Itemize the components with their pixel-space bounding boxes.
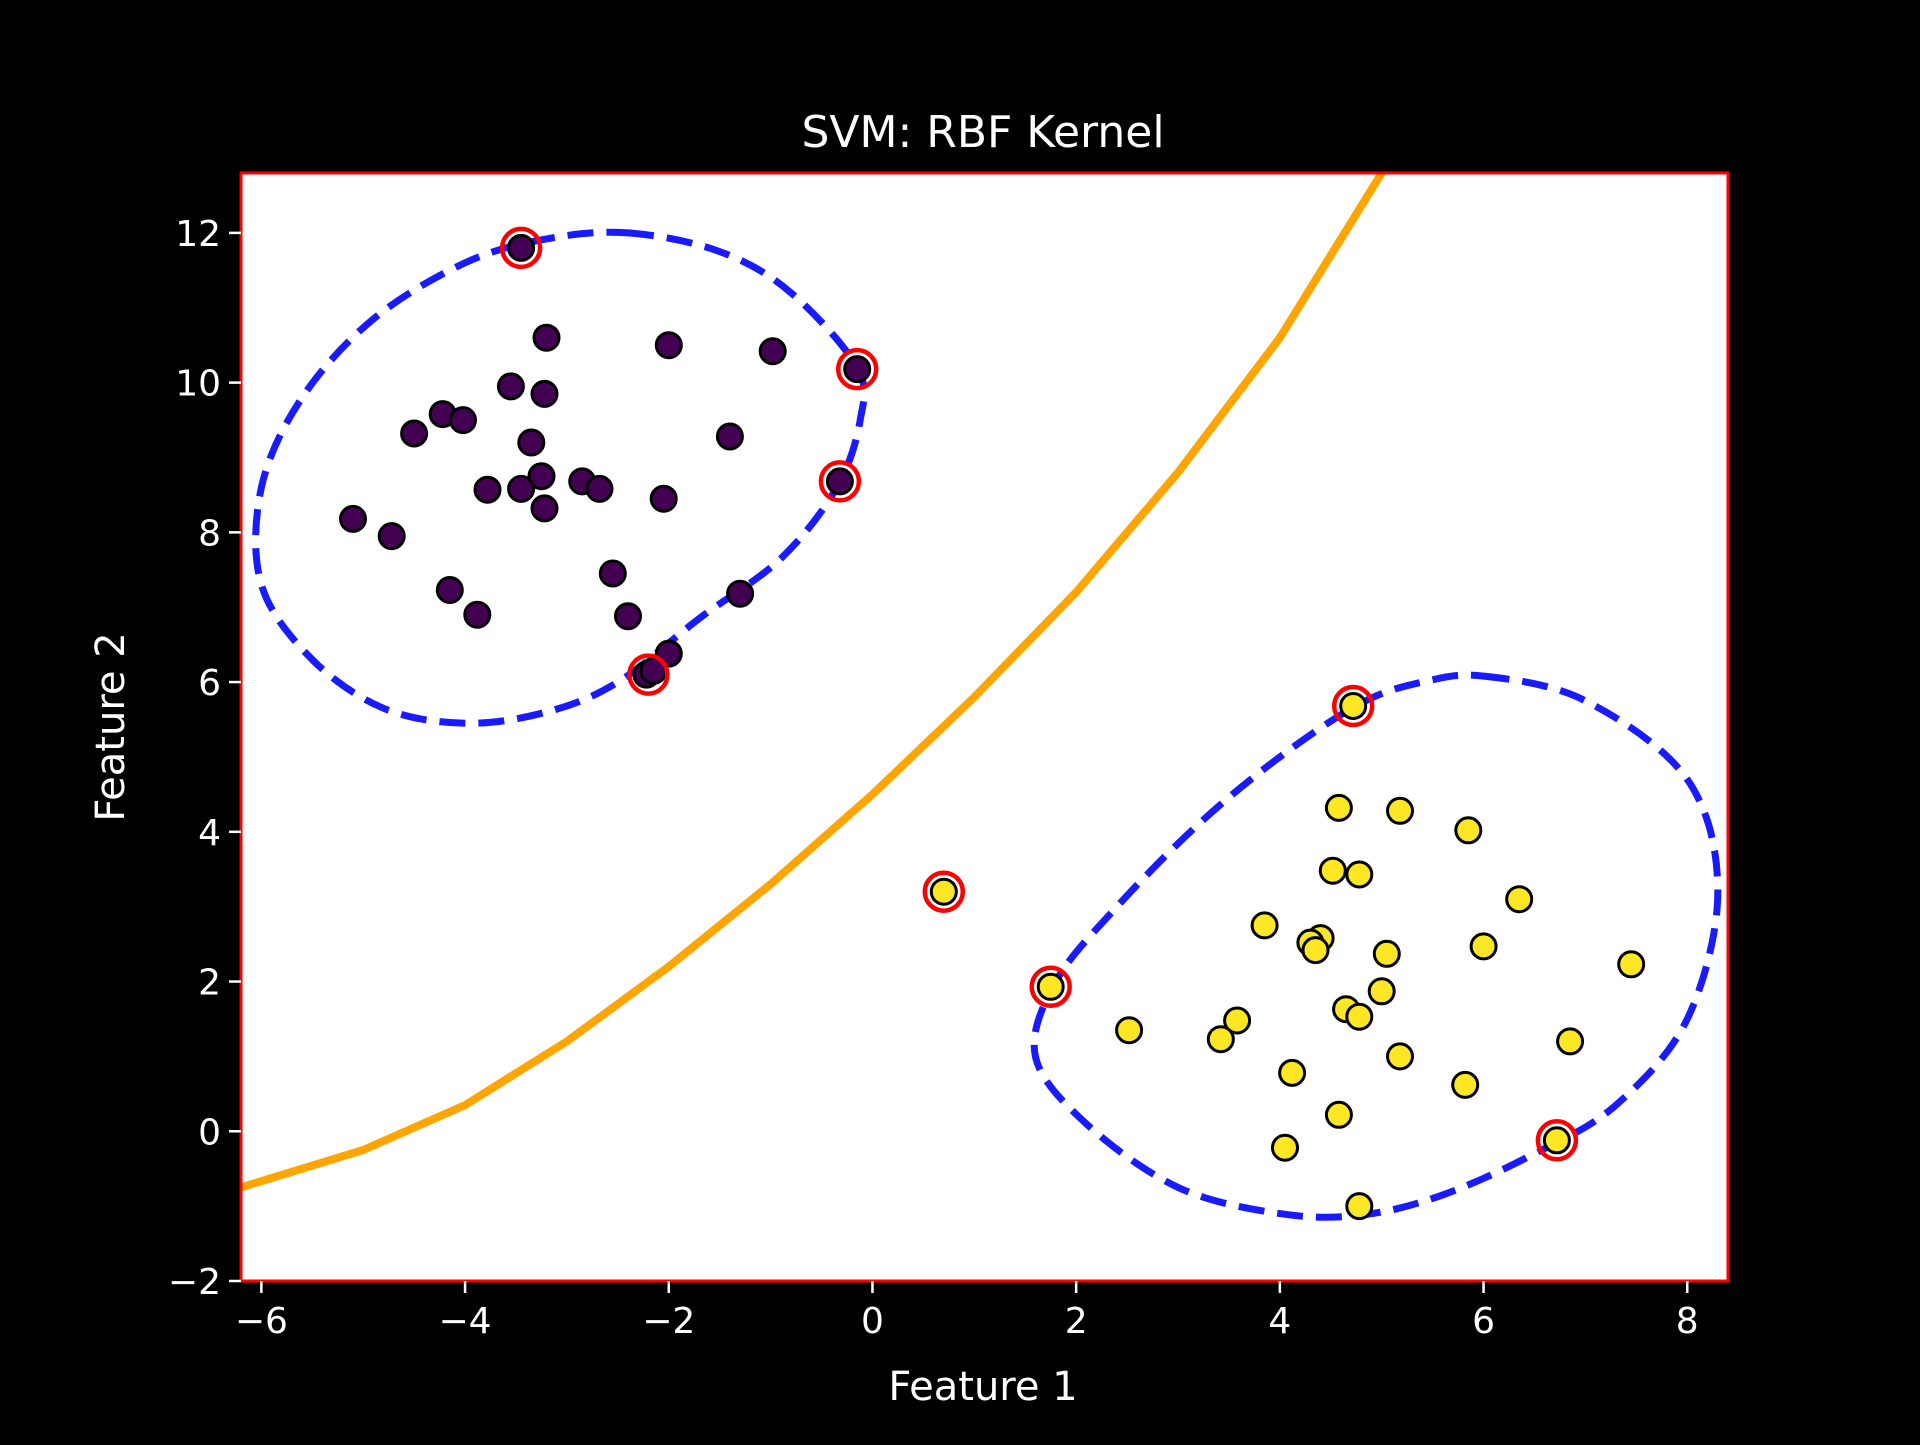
data-point-class-0 — [517, 428, 546, 457]
data-point-class-0 — [758, 337, 787, 366]
support-vector-ring — [818, 460, 862, 503]
margin-contour-1 — [1030, 671, 1722, 1221]
data-point-class-1 — [1036, 972, 1065, 1001]
data-point-class-1 — [1250, 911, 1279, 940]
support-vector-ring — [1029, 965, 1072, 1009]
data-point-class-0 — [598, 559, 627, 588]
x-tick-label: −4 — [439, 1301, 492, 1342]
data-point-class-1 — [1278, 1058, 1307, 1087]
x-tick-label: 6 — [1472, 1301, 1495, 1342]
data-point-class-1 — [1206, 1025, 1235, 1054]
support-vector-ring — [835, 347, 879, 391]
y-tick-label: 8 — [198, 513, 221, 554]
chart-title: SVM: RBF Kernel — [801, 107, 1164, 158]
data-point-class-0 — [449, 406, 477, 435]
data-point-class-0 — [339, 504, 367, 533]
data-point-class-0 — [715, 422, 744, 451]
data-point-class-0 — [435, 576, 464, 604]
data-point-class-0 — [463, 600, 492, 629]
data-point-class-1 — [929, 877, 958, 906]
data-point-class-0 — [649, 484, 678, 513]
data-point-class-1 — [1617, 950, 1646, 979]
data-point-class-1 — [1345, 1002, 1374, 1031]
data-point-class-1 — [1115, 1016, 1144, 1045]
y-axis: −2 0 2 4 6 8 10 12 — [168, 214, 241, 1303]
data-point-class-0 — [507, 474, 536, 503]
data-point-class-1 — [1454, 816, 1483, 845]
data-point-class-0 — [654, 331, 683, 360]
plot-border — [239, 171, 1730, 1283]
data-point-class-1 — [1324, 1100, 1353, 1129]
data-point-class-0 — [614, 602, 642, 631]
data-point-class-1 — [1372, 939, 1401, 968]
support-vector-ring — [1535, 1119, 1579, 1162]
x-tick-label: 4 — [1268, 1301, 1291, 1342]
x-tick-label: −2 — [642, 1301, 695, 1342]
data-point-class-1 — [1271, 1133, 1299, 1162]
data-point-class-1 — [1386, 1042, 1414, 1071]
support-vector-ring — [499, 226, 543, 270]
data-point-class-1 — [1469, 932, 1498, 961]
y-tick-label: 10 — [175, 364, 221, 405]
x-axis: −6 −4 −2 0 2 4 6 8 — [235, 1281, 1699, 1342]
plot-content — [241, 173, 1722, 1221]
decision-boundary-line — [241, 173, 1386, 1192]
data-point-class-1 — [1386, 796, 1414, 825]
data-point-class-1 — [1542, 1126, 1571, 1155]
data-point-class-0 — [843, 355, 872, 384]
data-point-class-0 — [585, 474, 614, 503]
data-point-class-0 — [400, 419, 429, 448]
data-point-class-1 — [1556, 1027, 1585, 1056]
data-point-class-0 — [507, 233, 536, 262]
data-point-class-1 — [1223, 1006, 1252, 1035]
x-axis-label: Feature 1 — [888, 1364, 1077, 1410]
data-point-class-1 — [1367, 977, 1396, 1006]
y-tick-label: 6 — [198, 663, 221, 704]
x-tick-label: 0 — [861, 1301, 884, 1342]
data-point-class-1 — [1451, 1070, 1480, 1099]
data-point-class-0 — [496, 372, 525, 401]
data-point-class-1 — [1324, 793, 1353, 822]
data-point-class-1 — [1505, 885, 1534, 914]
support-vector-ring — [1331, 684, 1375, 728]
support-vector-ring — [922, 870, 966, 913]
data-point-class-1 — [1339, 692, 1368, 720]
y-tick-label: 4 — [198, 813, 221, 854]
data-point-class-0 — [377, 522, 406, 551]
x-tick-label: 8 — [1676, 1301, 1699, 1342]
y-tick-label: 0 — [198, 1112, 221, 1153]
support-vector-ring — [627, 653, 670, 696]
data-point-class-0 — [473, 475, 502, 504]
data-point-class-0 — [530, 379, 559, 408]
data-point-class-1 — [1345, 1192, 1374, 1221]
y-tick-label: −2 — [168, 1262, 221, 1303]
data-point-class-0 — [530, 494, 559, 523]
data-point-class-0 — [532, 323, 561, 352]
y-tick-label: 2 — [198, 963, 221, 1004]
data-point-class-0 — [726, 579, 755, 608]
data-point-class-0 — [825, 467, 854, 496]
plot-area — [241, 173, 1728, 1281]
x-tick-label: −6 — [235, 1301, 288, 1342]
y-axis-label: Feature 2 — [88, 632, 134, 821]
data-point-class-1 — [1301, 936, 1330, 965]
y-tick-label: 12 — [175, 214, 221, 255]
data-point-class-0 — [527, 462, 556, 491]
data-point-class-1 — [1318, 856, 1347, 885]
x-tick-label: 2 — [1065, 1301, 1088, 1342]
data-point-class-1 — [1345, 860, 1374, 889]
